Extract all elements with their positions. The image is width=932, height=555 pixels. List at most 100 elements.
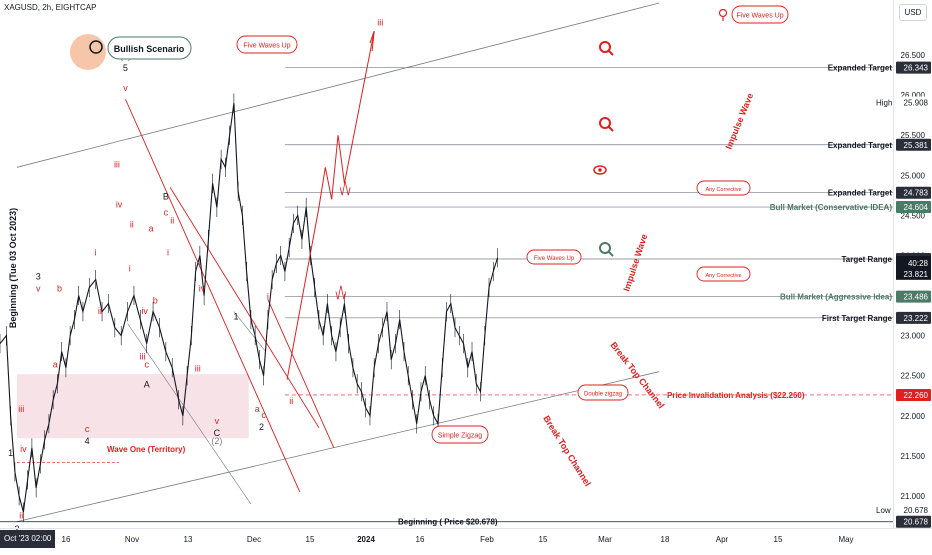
x-tick-label: Apr [716, 535, 729, 544]
scenario-badge-box [107, 36, 192, 60]
price-tag-label: 26.343 [904, 64, 929, 73]
magnifier-handle [607, 49, 614, 56]
wave-label: i [95, 247, 97, 257]
wave-label: ii [130, 219, 134, 229]
wave-label: ii [170, 215, 174, 225]
corrective-zigzag-1 [339, 181, 351, 196]
avatar-magnifier-icon [89, 40, 103, 54]
time-axis-border [0, 528, 932, 529]
price-tag-box [896, 138, 931, 151]
wave-label: ii [289, 396, 293, 406]
wave-label: c [164, 207, 169, 217]
wave-label: a [148, 223, 153, 233]
price-tag-label: 24.783 [904, 189, 929, 198]
diagonal-line-a [127, 323, 252, 505]
wave-label: iv [20, 444, 27, 454]
wave-label: c [261, 410, 266, 420]
magnifier-icon [599, 242, 611, 254]
x-tick-label: Mar [598, 535, 612, 544]
wave-label: c [85, 424, 90, 434]
price-axis-border [893, 0, 894, 528]
wave-label: 5 [123, 63, 128, 73]
wave-label: iv [141, 306, 148, 316]
wave-label: ii [19, 510, 23, 520]
price-tag-box [896, 186, 931, 199]
wave-label: iii [195, 364, 201, 374]
wave-label: i [129, 264, 131, 274]
scenario-badge-label: Bullish Scenario [114, 44, 185, 54]
five-waves-up-right: Five Waves Up [736, 13, 783, 20]
y-tick-label: 24.500 [901, 211, 926, 220]
five-waves-up-mid-box [526, 249, 582, 265]
wave-label: v [215, 416, 220, 426]
wave-label: iv [116, 199, 123, 209]
double-zigzag: Double zigzag [584, 392, 622, 398]
wave-label: ii [98, 306, 102, 316]
bulb-icon [718, 8, 728, 18]
support-zone [17, 374, 249, 439]
current-price-label: 23.821 [904, 270, 929, 279]
level-label: Expanded Target [828, 189, 893, 198]
break-top-channel-line-2 [169, 187, 320, 429]
low-value: 20.678 [904, 506, 929, 515]
price-tag-box [896, 311, 931, 324]
level-label: Expanded Target [828, 64, 893, 73]
five-waves-up-top: Five Waves Up [243, 43, 290, 50]
magnifier-handle [607, 125, 614, 132]
break-top-channel-line-1 [125, 98, 301, 493]
wave-label: i [167, 247, 169, 257]
price-tag-box [896, 201, 931, 214]
level-label: Bull Market (Aggressive Idea) [780, 293, 892, 302]
x-tick-label: 15 [774, 535, 783, 544]
wave-label: 4 [85, 436, 90, 446]
wave-label: c [144, 360, 149, 370]
wave-label: 1 [233, 312, 238, 322]
high-value: 25.908 [904, 99, 929, 108]
y-tick-label: 26.500 [901, 51, 926, 60]
wave-label: a [255, 404, 260, 414]
y-tick-label: 22.500 [901, 372, 926, 381]
price-series [0, 103, 499, 513]
thinking-face-avatar [70, 34, 106, 70]
eye-pupil [598, 168, 602, 172]
x-tick-label: 15 [539, 535, 548, 544]
y-tick-label: 21.500 [901, 452, 926, 461]
low-label: Low [876, 506, 891, 515]
impulse-wave-label-1: Impulse Wave [724, 92, 756, 151]
price-tag-label: 23.486 [904, 293, 929, 302]
wave-label: C [214, 428, 221, 438]
wave-label: (2) [211, 436, 222, 446]
double-zigzag-box [577, 384, 629, 401]
x-tick-label: 16 [416, 535, 425, 544]
time-start-label: Oct '23 02:00 [0, 530, 56, 548]
wave-label: a [53, 360, 58, 370]
five-waves-up-right-box [731, 5, 789, 24]
wave-label: B [163, 191, 169, 201]
price-tag-label: 24.604 [904, 203, 929, 212]
corrective-zigzag-2 [335, 285, 347, 300]
wave-label: 2 [15, 524, 20, 534]
wave-label: b [153, 296, 158, 306]
wave-one-label: Wave One (Territory) [107, 445, 186, 454]
currency-button[interactable]: USD [899, 4, 927, 21]
y-tick-label: 21.000 [901, 492, 926, 501]
magnifier-icon [599, 41, 611, 53]
wave-label: i [267, 292, 269, 302]
price-tag-box [896, 388, 931, 401]
x-tick-label: 16 [62, 535, 71, 544]
impulse-wave-label-2: Impulse Wave [621, 233, 649, 293]
level-label: First Target Range [822, 314, 893, 323]
any-corrective-2: Any Corrective [705, 273, 741, 279]
x-tick-label: Dec [247, 535, 261, 544]
diagonal-line-b [233, 311, 267, 352]
price-tag-box [896, 290, 931, 303]
wave-label: v [36, 284, 41, 294]
x-tick-label: 18 [661, 535, 670, 544]
lower-channel-line [16, 371, 660, 522]
break-top-channel-label-2: Break Top Channel [541, 414, 593, 488]
x-tick-label: 15 [306, 535, 315, 544]
wave-label: v [123, 83, 128, 93]
wave-label: iv [199, 284, 206, 294]
